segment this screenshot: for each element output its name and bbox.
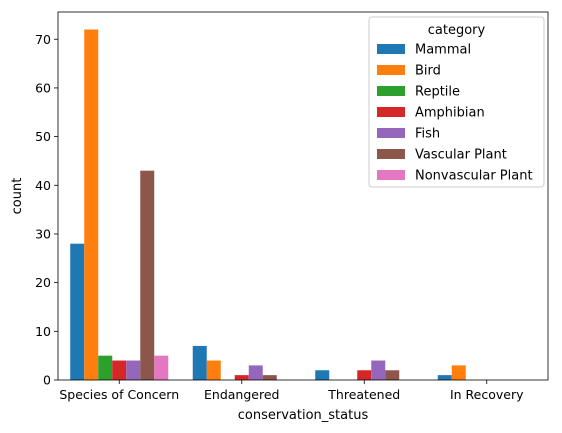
legend-swatch-bird <box>377 65 405 75</box>
legend-title: category <box>428 23 486 38</box>
bar-mammal-endangered <box>192 345 207 380</box>
x-tick-label: Threatened <box>327 387 400 402</box>
legend-swatch-reptile <box>377 86 405 96</box>
bar-nonvascular-plant-species-of-concern <box>154 355 169 380</box>
legend-swatch-mammal <box>377 44 405 54</box>
bar-mammal-threatened <box>315 370 330 380</box>
y-tick-label: 50 <box>35 129 51 144</box>
legend-label-amphibian: Amphibian <box>415 106 485 121</box>
bar-fish-endangered <box>248 365 263 380</box>
bar-mammal-in-recovery <box>437 375 452 380</box>
legend-label-nonvascular-plant: Nonvascular Plant <box>415 169 533 184</box>
x-axis-label: conservation_status <box>238 408 369 423</box>
y-tick-label: 70 <box>35 32 51 47</box>
bar-amphibian-species-of-concern <box>112 360 127 380</box>
x-tick-label: Species of Concern <box>59 387 179 402</box>
legend-label-vascular-plant: Vascular Plant <box>415 148 507 163</box>
y-axis-label: count <box>10 178 25 215</box>
y-tick-label: 30 <box>35 226 51 241</box>
bar-vascular-plant-species-of-concern <box>140 170 155 380</box>
bar-reptile-species-of-concern <box>98 355 113 380</box>
bars-group <box>70 29 466 381</box>
legend-swatch-nonvascular-plant <box>377 170 405 180</box>
legend-swatch-vascular-plant <box>377 149 405 159</box>
y-tick-label: 20 <box>35 275 51 290</box>
legend-label-fish: Fish <box>415 127 440 142</box>
bar-vascular-plant-threatened <box>385 370 400 380</box>
bar-fish-species-of-concern <box>126 360 141 380</box>
y-axis-ticks: 0 10 20 30 40 50 60 70 <box>35 32 58 388</box>
bar-vascular-plant-endangered <box>262 375 277 380</box>
bar-bird-species-of-concern <box>84 29 99 381</box>
x-axis-ticks: Species of Concern Endangered Threatened In… <box>59 380 524 402</box>
plot-frame <box>57 11 549 381</box>
legend-swatch-amphibian <box>377 107 405 117</box>
legend-box <box>368 16 545 188</box>
bar-bird-endangered <box>206 360 221 380</box>
legend-label-bird: Bird <box>415 64 441 79</box>
y-tick-label: 40 <box>35 178 51 193</box>
legend-items: Mammal Bird Reptile Amphibian Fish Vascular P… <box>377 43 533 184</box>
bar-bird-in-recovery <box>451 365 466 380</box>
y-tick-label: 0 <box>43 373 51 388</box>
y-tick-label: 60 <box>35 80 51 95</box>
y-tick-label: 10 <box>35 324 51 339</box>
x-tick-label: Endangered <box>204 387 279 402</box>
bar-mammal-species-of-concern <box>70 243 85 380</box>
bar-amphibian-endangered <box>234 375 249 380</box>
legend-label-reptile: Reptile <box>415 85 460 100</box>
legend-label-mammal: Mammal <box>415 43 471 58</box>
x-tick-label: In Recovery <box>450 387 524 402</box>
bar-fish-threatened <box>371 360 386 380</box>
legend-swatch-fish <box>377 128 405 138</box>
bar-amphibian-threatened <box>357 370 372 380</box>
legend: category Mammal Bird Reptile Amphibian Fish V… <box>368 16 545 188</box>
